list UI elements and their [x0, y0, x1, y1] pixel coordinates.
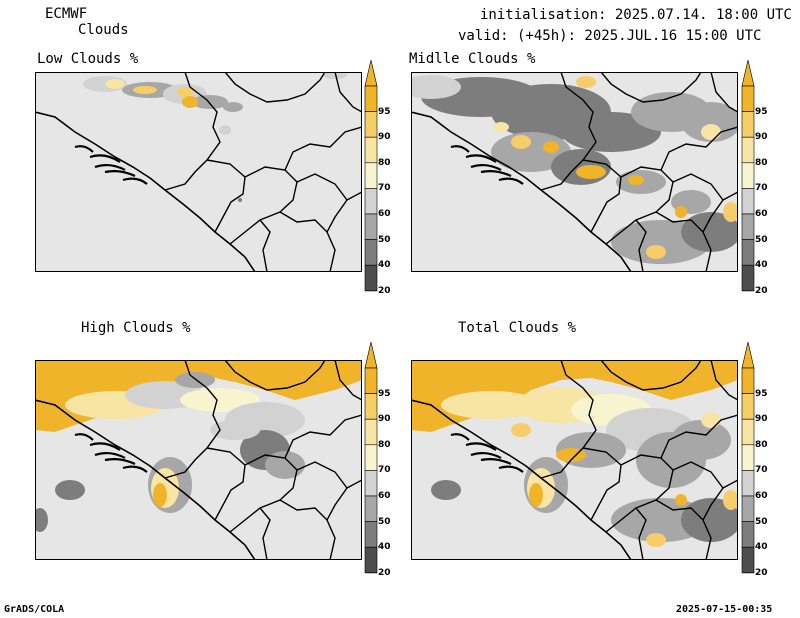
colorbar-level-label: 20 [755, 285, 768, 296]
colorbar-level-label: 40 [378, 542, 391, 553]
colorbar-level-label: 95 [755, 388, 768, 399]
colorbar-level-label: 80 [378, 157, 391, 168]
colorbar-level-label: 70 [755, 465, 768, 476]
colorbar-strip [741, 341, 755, 574]
map-panel-middle-clouds [411, 72, 738, 272]
colorbar-level-label: 80 [378, 439, 391, 450]
colorbar-level-label: 90 [378, 414, 391, 425]
colorbar-strip [364, 59, 378, 292]
colorbar-strip [364, 341, 378, 574]
cloud-cover-map [411, 360, 738, 560]
colorbar-level-label: 20 [378, 567, 391, 578]
colorbar-level-label: 90 [755, 414, 768, 425]
colorbar-level-label: 60 [378, 491, 391, 501]
colorbar-level-label: 80 [755, 439, 768, 450]
colorbar-level-label: 80 [755, 157, 768, 168]
colorbar-level-label: 50 [755, 516, 768, 527]
footer-timestamp-label: 2025-07-15-00:35 [676, 604, 773, 615]
colorbar-level-label: 50 [378, 516, 391, 527]
map-panel-high-clouds [35, 360, 362, 560]
panel-title-total: Total Clouds % [458, 320, 577, 336]
colorbar-level-label: 60 [755, 209, 768, 219]
colorbar-top-right: 95 90 80 70 60 50 40 20 [741, 59, 773, 296]
colorbar-level-label: 60 [755, 491, 768, 501]
colorbar-top-left: 95 90 80 70 60 50 40 20 [364, 59, 396, 296]
colorbar-level-label: 40 [378, 260, 391, 271]
colorbar-level-label: 95 [378, 388, 391, 399]
colorbar-level-label: 40 [755, 260, 768, 271]
panel-title-high: High Clouds % [81, 320, 191, 336]
product-label: Clouds [78, 22, 129, 38]
panel-title-low: Low Clouds % [37, 51, 139, 67]
colorbar-bottom-left: 95 90 80 70 60 50 40 20 [364, 341, 396, 578]
map-panel-low-clouds [35, 72, 362, 272]
footer-software-label: GrADS/COLA [4, 604, 65, 615]
initialisation-label: initialisation: 2025.07.14. 18:00 UTC [480, 7, 792, 23]
colorbar-level-label: 70 [755, 183, 768, 194]
colorbar-level-label: 90 [378, 132, 391, 143]
colorbar-bottom-right: 95 90 80 70 60 50 40 20 [741, 341, 773, 578]
colorbar-level-label: 20 [755, 567, 768, 578]
colorbar-level-label: 95 [755, 106, 768, 117]
colorbar-level-label: 70 [378, 465, 391, 476]
colorbar-level-label: 50 [755, 234, 768, 245]
panel-title-middle: Midlle Clouds % [409, 51, 536, 67]
valid-time-label: valid: (+45h): 2025.JUL.16 15:00 UTC [458, 28, 762, 44]
cloud-cover-map [35, 72, 362, 272]
cloud-cover-map [411, 72, 738, 272]
colorbar-level-label: 90 [755, 132, 768, 143]
colorbar-strip [741, 59, 755, 292]
map-panel-total-clouds [411, 360, 738, 560]
colorbar-level-label: 70 [378, 183, 391, 194]
model-label: ECMWF [45, 6, 88, 22]
cloud-cover-map [35, 360, 362, 560]
colorbar-level-label: 40 [755, 542, 768, 553]
colorbar-level-label: 20 [378, 285, 391, 296]
colorbar-level-label: 95 [378, 106, 391, 117]
colorbar-level-label: 60 [378, 209, 391, 219]
colorbar-level-label: 50 [378, 234, 391, 245]
